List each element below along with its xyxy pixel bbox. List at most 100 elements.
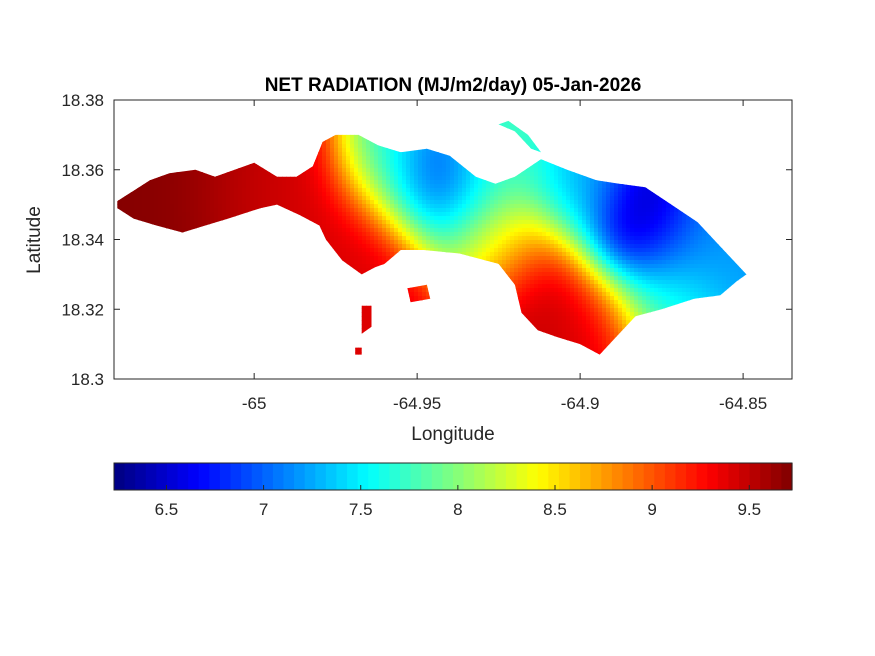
heatmap-cell bbox=[654, 168, 659, 173]
heatmap-cell bbox=[346, 148, 351, 153]
heatmap-cell bbox=[366, 160, 371, 165]
heatmap-cell bbox=[606, 168, 611, 173]
heatmap-cell bbox=[390, 184, 395, 189]
heatmap-cell bbox=[562, 100, 567, 105]
heatmap-cell bbox=[618, 188, 623, 193]
heatmap-cell bbox=[578, 128, 583, 133]
heatmap-cell bbox=[382, 128, 387, 133]
heatmap-cell bbox=[226, 200, 231, 205]
heatmap-cell bbox=[686, 204, 691, 209]
heatmap-cell bbox=[734, 140, 739, 145]
heatmap-cell bbox=[778, 152, 783, 157]
heatmap-cell bbox=[542, 160, 547, 165]
heatmap-cell bbox=[446, 116, 451, 121]
heatmap-cell bbox=[678, 116, 683, 121]
heatmap-cell bbox=[117, 188, 119, 193]
heatmap-cell bbox=[782, 104, 787, 109]
heatmap-cell bbox=[234, 192, 239, 197]
heatmap-cell bbox=[738, 176, 743, 181]
heatmap-cell bbox=[498, 208, 503, 213]
heatmap-cell bbox=[134, 108, 139, 113]
heatmap-cell bbox=[306, 176, 311, 181]
heatmap-cell bbox=[246, 216, 251, 221]
heatmap-cell bbox=[262, 104, 267, 109]
heatmap-cell bbox=[470, 172, 475, 177]
heatmap-cell bbox=[117, 160, 119, 165]
heatmap-cell bbox=[218, 108, 223, 113]
heatmap-cell bbox=[758, 152, 763, 157]
heatmap-cell bbox=[354, 108, 359, 113]
heatmap-cell bbox=[542, 188, 547, 193]
heatmap-cell bbox=[718, 184, 723, 189]
heatmap-cell bbox=[362, 168, 367, 173]
heatmap-cell bbox=[306, 204, 311, 209]
heatmap-cell bbox=[310, 108, 315, 113]
heatmap-cell bbox=[414, 148, 419, 153]
heatmap-cell bbox=[490, 184, 495, 189]
heatmap-cell bbox=[650, 168, 655, 173]
heatmap-cell bbox=[210, 184, 215, 189]
heatmap-cell bbox=[346, 120, 351, 125]
heatmap-cell bbox=[422, 208, 427, 213]
heatmap-cell bbox=[117, 164, 119, 169]
heatmap-cell bbox=[258, 108, 263, 113]
heatmap-cell bbox=[206, 136, 211, 141]
heatmap-cell bbox=[174, 188, 179, 193]
heatmap-cell bbox=[386, 204, 391, 209]
heatmap-cell bbox=[274, 156, 279, 161]
heatmap-cell bbox=[522, 208, 527, 213]
heatmap-cell bbox=[370, 156, 375, 161]
heatmap-cell bbox=[538, 152, 543, 157]
heatmap-cell bbox=[430, 176, 435, 181]
heatmap-cell bbox=[314, 148, 319, 153]
heatmap-cell bbox=[290, 204, 295, 209]
heatmap-cell bbox=[154, 188, 159, 193]
heatmap-cell bbox=[398, 188, 403, 193]
heatmap-cell bbox=[242, 116, 247, 121]
heatmap-cell bbox=[126, 180, 131, 185]
heatmap-cell bbox=[530, 144, 535, 149]
heatmap-cell bbox=[226, 112, 231, 117]
heatmap-cell bbox=[338, 136, 343, 141]
heatmap-cell bbox=[726, 168, 731, 173]
heatmap-cell bbox=[470, 128, 475, 133]
heatmap-cell bbox=[254, 164, 259, 169]
heatmap-cell bbox=[622, 192, 627, 197]
heatmap-cell bbox=[342, 204, 347, 209]
heatmap-cell bbox=[498, 132, 503, 137]
heatmap-cell bbox=[434, 200, 439, 205]
heatmap-cell bbox=[518, 204, 523, 209]
heatmap-cell bbox=[642, 180, 647, 185]
heatmap-cell bbox=[510, 140, 515, 145]
heatmap-cell bbox=[262, 128, 267, 133]
heatmap-cell bbox=[510, 176, 515, 181]
heatmap-cell bbox=[466, 104, 471, 109]
heatmap-cell bbox=[118, 176, 123, 181]
heatmap-cell bbox=[598, 136, 603, 141]
heatmap-cell bbox=[174, 124, 179, 129]
heatmap-cell bbox=[690, 152, 695, 157]
heatmap-cell bbox=[738, 140, 743, 145]
heatmap-cell bbox=[454, 164, 459, 169]
heatmap-cell bbox=[342, 160, 347, 165]
heatmap-cell bbox=[342, 212, 347, 217]
heatmap-cell bbox=[686, 172, 691, 177]
heatmap-cell bbox=[466, 152, 471, 157]
heatmap-cell bbox=[574, 100, 579, 105]
heatmap-cell bbox=[646, 196, 651, 201]
heatmap-cell bbox=[574, 172, 579, 177]
heatmap-cell bbox=[550, 112, 555, 117]
heatmap-cell bbox=[362, 112, 367, 117]
heatmap-cell bbox=[682, 136, 687, 141]
heatmap-cell bbox=[686, 196, 691, 201]
heatmap-cell bbox=[734, 204, 739, 209]
heatmap-cell bbox=[394, 136, 399, 141]
heatmap-cell bbox=[514, 176, 519, 181]
heatmap-cell bbox=[638, 112, 643, 117]
heatmap-cell bbox=[558, 152, 563, 157]
heatmap-cell bbox=[130, 116, 135, 121]
heatmap-cell bbox=[770, 112, 775, 117]
heatmap-cell bbox=[550, 160, 555, 165]
heatmap-cell bbox=[326, 128, 331, 133]
heatmap-cell bbox=[762, 116, 767, 121]
